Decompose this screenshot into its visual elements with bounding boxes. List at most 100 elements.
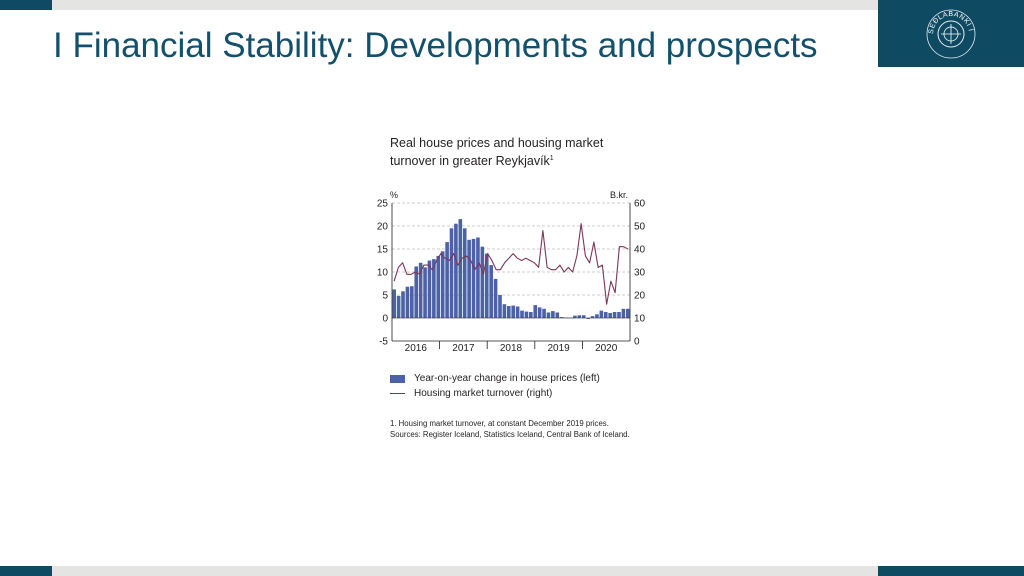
legend-item-line: Housing market turnover (right) xyxy=(390,386,600,401)
y-left-tick-label: 5 xyxy=(382,291,388,302)
price-change-bar xyxy=(542,308,546,318)
price-change-bar xyxy=(608,312,612,318)
price-change-bar xyxy=(506,306,511,318)
bottom-bar-accent-right xyxy=(878,566,1024,576)
x-year-label: 2018 xyxy=(500,343,523,354)
price-change-bar xyxy=(392,289,397,318)
price-change-bar xyxy=(454,223,458,318)
price-change-bar xyxy=(484,253,489,318)
price-change-bar xyxy=(595,314,599,318)
price-change-bar xyxy=(617,312,621,318)
price-change-bar xyxy=(621,308,626,318)
y-left-tick-label: 20 xyxy=(377,222,389,233)
price-change-bar xyxy=(467,239,471,318)
price-change-bar xyxy=(529,312,533,318)
y-right-tick-label: 50 xyxy=(634,222,646,233)
price-change-bar xyxy=(423,267,427,318)
x-year-label: 2017 xyxy=(452,343,475,354)
price-change-bar xyxy=(462,228,467,318)
y-right-tick-label: 30 xyxy=(634,268,646,279)
price-change-bar xyxy=(489,265,493,318)
price-change-bar xyxy=(590,316,595,318)
legend-bar-label: Year-on-year change in house prices (lef… xyxy=(414,373,600,384)
bars xyxy=(392,219,630,319)
y-left-tick-label: 0 xyxy=(382,314,388,325)
legend-item-bars: Year-on-year change in house prices (lef… xyxy=(390,371,600,386)
chart-title: Real house prices and housing market tur… xyxy=(390,135,650,169)
legend-bar-swatch xyxy=(390,374,405,383)
price-change-bar xyxy=(458,219,463,318)
x-year-label: 2019 xyxy=(547,343,570,354)
price-change-bar xyxy=(405,286,410,318)
y-left-tick-label: 25 xyxy=(377,199,389,210)
price-change-bar xyxy=(551,311,555,318)
price-change-bar xyxy=(401,291,405,318)
y-left-tick-label: 15 xyxy=(377,245,389,256)
page-title: I Financial Stability: Developments and … xyxy=(53,26,818,65)
chart-title-line1: Real house prices and housing market xyxy=(390,136,604,150)
legend: Year-on-year change in house prices (lef… xyxy=(390,371,600,401)
price-change-bar xyxy=(471,238,476,318)
price-change-bar xyxy=(533,305,538,318)
price-change-bar xyxy=(445,242,449,318)
price-change-bar xyxy=(515,306,520,318)
top-bar-accent xyxy=(0,0,52,10)
price-change-bar xyxy=(432,259,436,318)
legend-line-swatch xyxy=(390,393,405,394)
footnote-sources: Sources: Register Iceland, Statistics Ic… xyxy=(390,430,630,439)
bottom-bar-accent-left xyxy=(0,566,52,576)
price-change-bar xyxy=(524,311,529,318)
legend-line-label: Housing market turnover (right) xyxy=(414,388,553,399)
y-right-tick-label: 60 xyxy=(634,199,646,210)
y-right-unit: B.kr. xyxy=(610,190,628,200)
price-change-bar xyxy=(449,228,454,318)
price-change-bar xyxy=(537,307,542,318)
price-change-bar xyxy=(546,312,551,318)
y-right-tick-label: 20 xyxy=(634,291,646,302)
price-change-bar xyxy=(418,262,423,318)
price-change-bar xyxy=(555,312,560,318)
svg-text:SEÐLABANKI ÍSLANDS: SEÐLABANKI ÍSLANDS xyxy=(878,0,976,34)
price-change-bar xyxy=(603,312,608,318)
y-right-tick-label: 40 xyxy=(634,245,646,256)
price-change-bar xyxy=(436,255,441,318)
turnover-line xyxy=(393,223,629,305)
price-change-bar xyxy=(493,278,498,318)
y-right-tick-label: 0 xyxy=(634,337,640,348)
footnotes: 1. Housing market turnover, at constant … xyxy=(390,418,630,440)
price-change-bar xyxy=(599,310,604,318)
price-change-bar xyxy=(410,286,414,318)
price-change-bar xyxy=(573,315,577,318)
price-change-bar xyxy=(476,237,480,318)
price-change-bar xyxy=(586,318,590,319)
chart-title-line2: turnover in greater Reykjavík xyxy=(390,154,550,169)
price-change-bar xyxy=(427,260,432,318)
price-change-bar xyxy=(480,246,485,318)
x-year-label: 2016 xyxy=(405,343,428,354)
y-left-tick-label: 10 xyxy=(377,268,389,279)
bottom-bar xyxy=(52,566,878,576)
top-bar xyxy=(52,0,878,10)
price-change-bar xyxy=(498,295,502,318)
turnover-series-line xyxy=(393,223,629,305)
price-change-bar xyxy=(520,310,524,318)
logo-panel: SEÐLABANKI ÍSLANDS xyxy=(875,0,1024,67)
price-change-bar xyxy=(559,317,564,318)
central-bank-seal-icon: SEÐLABANKI ÍSLANDS xyxy=(875,0,976,59)
price-change-bar xyxy=(612,312,617,318)
price-change-bar xyxy=(625,308,630,318)
chart-title-footnote-mark: 1 xyxy=(549,155,554,162)
x-year-label: 2020 xyxy=(595,343,618,354)
logo-text: SEÐLABANKI ÍSLANDS xyxy=(875,0,975,34)
price-change-bar xyxy=(414,266,419,318)
price-change-bar xyxy=(577,315,582,318)
price-change-bar xyxy=(396,295,401,318)
price-change-bar xyxy=(440,251,445,318)
y-right-tick-label: 10 xyxy=(634,314,646,325)
y-left-tick-label: -5 xyxy=(379,337,388,348)
price-change-bar xyxy=(581,315,586,318)
footnote-1: 1. Housing market turnover, at constant … xyxy=(390,419,609,428)
y-left-unit: % xyxy=(390,190,398,200)
